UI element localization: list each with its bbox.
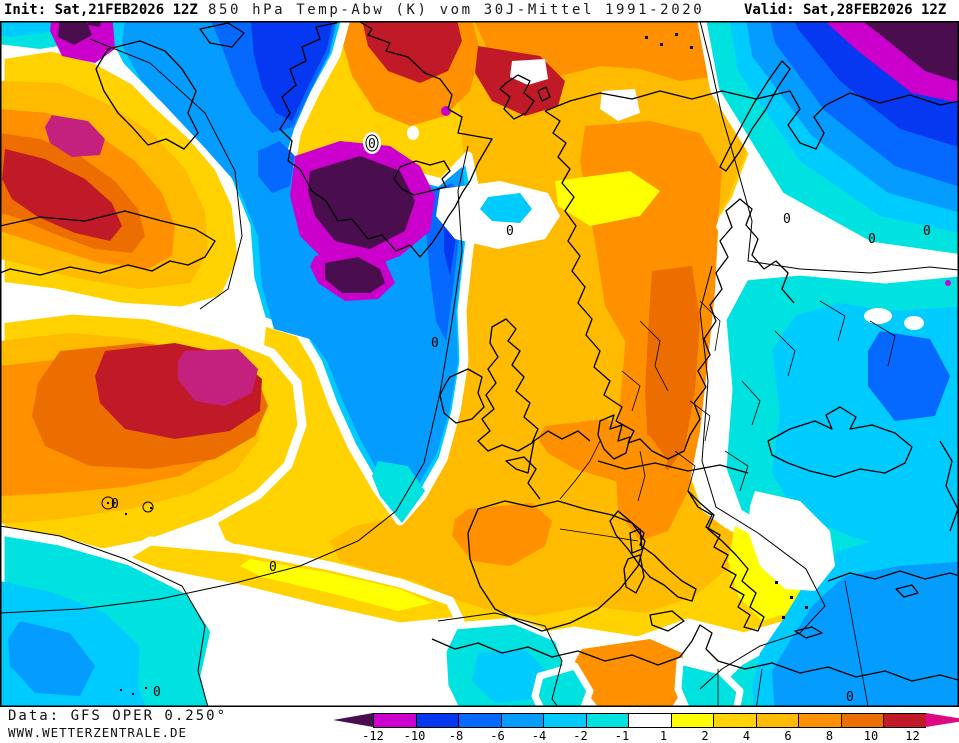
legend-segment <box>756 713 799 728</box>
zero-contour-label: 0 <box>923 224 931 239</box>
legend-segment <box>373 713 416 728</box>
legend-segment <box>416 713 459 728</box>
data-source: Data: GFS OPER 0.250° <box>8 708 227 724</box>
website-watermark: WWW.WETTERZENTRALE.DE <box>8 725 187 740</box>
legend-segment <box>458 713 501 728</box>
zero-contour-label: 0 <box>431 336 439 351</box>
zero-contour-label: 0 <box>368 137 376 152</box>
valid-datetime: Valid: Sat,28FEB2026 12Z <box>744 2 946 18</box>
zero-contour-label: 0 <box>153 685 161 700</box>
zero-contour-label: 0 <box>868 232 876 247</box>
zero-contour-label: 0 <box>846 690 854 705</box>
legend-below-range-arrow <box>333 713 373 727</box>
legend-segment <box>713 713 756 728</box>
legend-segment <box>883 713 926 728</box>
zero-contour-label: 0 <box>783 212 791 227</box>
init-datetime: Init: Sat,21FEB2026 12Z <box>4 2 198 18</box>
zero-contour-label: 0 <box>111 497 119 512</box>
legend-bar <box>333 713 959 728</box>
legend-segment <box>841 713 884 728</box>
footer-bar: Data: GFS OPER 0.250° WWW.WETTERZENTRALE… <box>0 707 959 741</box>
temp-anomaly-map: 0 0 0 0 0 0 0 0 0 0 <box>0 21 959 707</box>
zero-contour-label: 0 <box>506 224 514 239</box>
legend-segment <box>586 713 629 728</box>
legend-segment <box>501 713 544 728</box>
legend-segment <box>798 713 841 728</box>
legend-segment <box>543 713 586 728</box>
legend-segment <box>628 713 671 728</box>
map-title: 850 hPa Temp-Abw (K) vom 30J-Mittel 1991… <box>208 2 704 18</box>
zero-contour-label: 0 <box>269 560 277 575</box>
legend-above-range-arrow <box>926 713 959 727</box>
title-bar: Init: Sat,21FEB2026 12Z 850 hPa Temp-Abw… <box>0 0 959 21</box>
weather-map: 0 0 0 0 0 0 0 0 0 0 <box>0 21 959 707</box>
legend-segment <box>671 713 714 728</box>
